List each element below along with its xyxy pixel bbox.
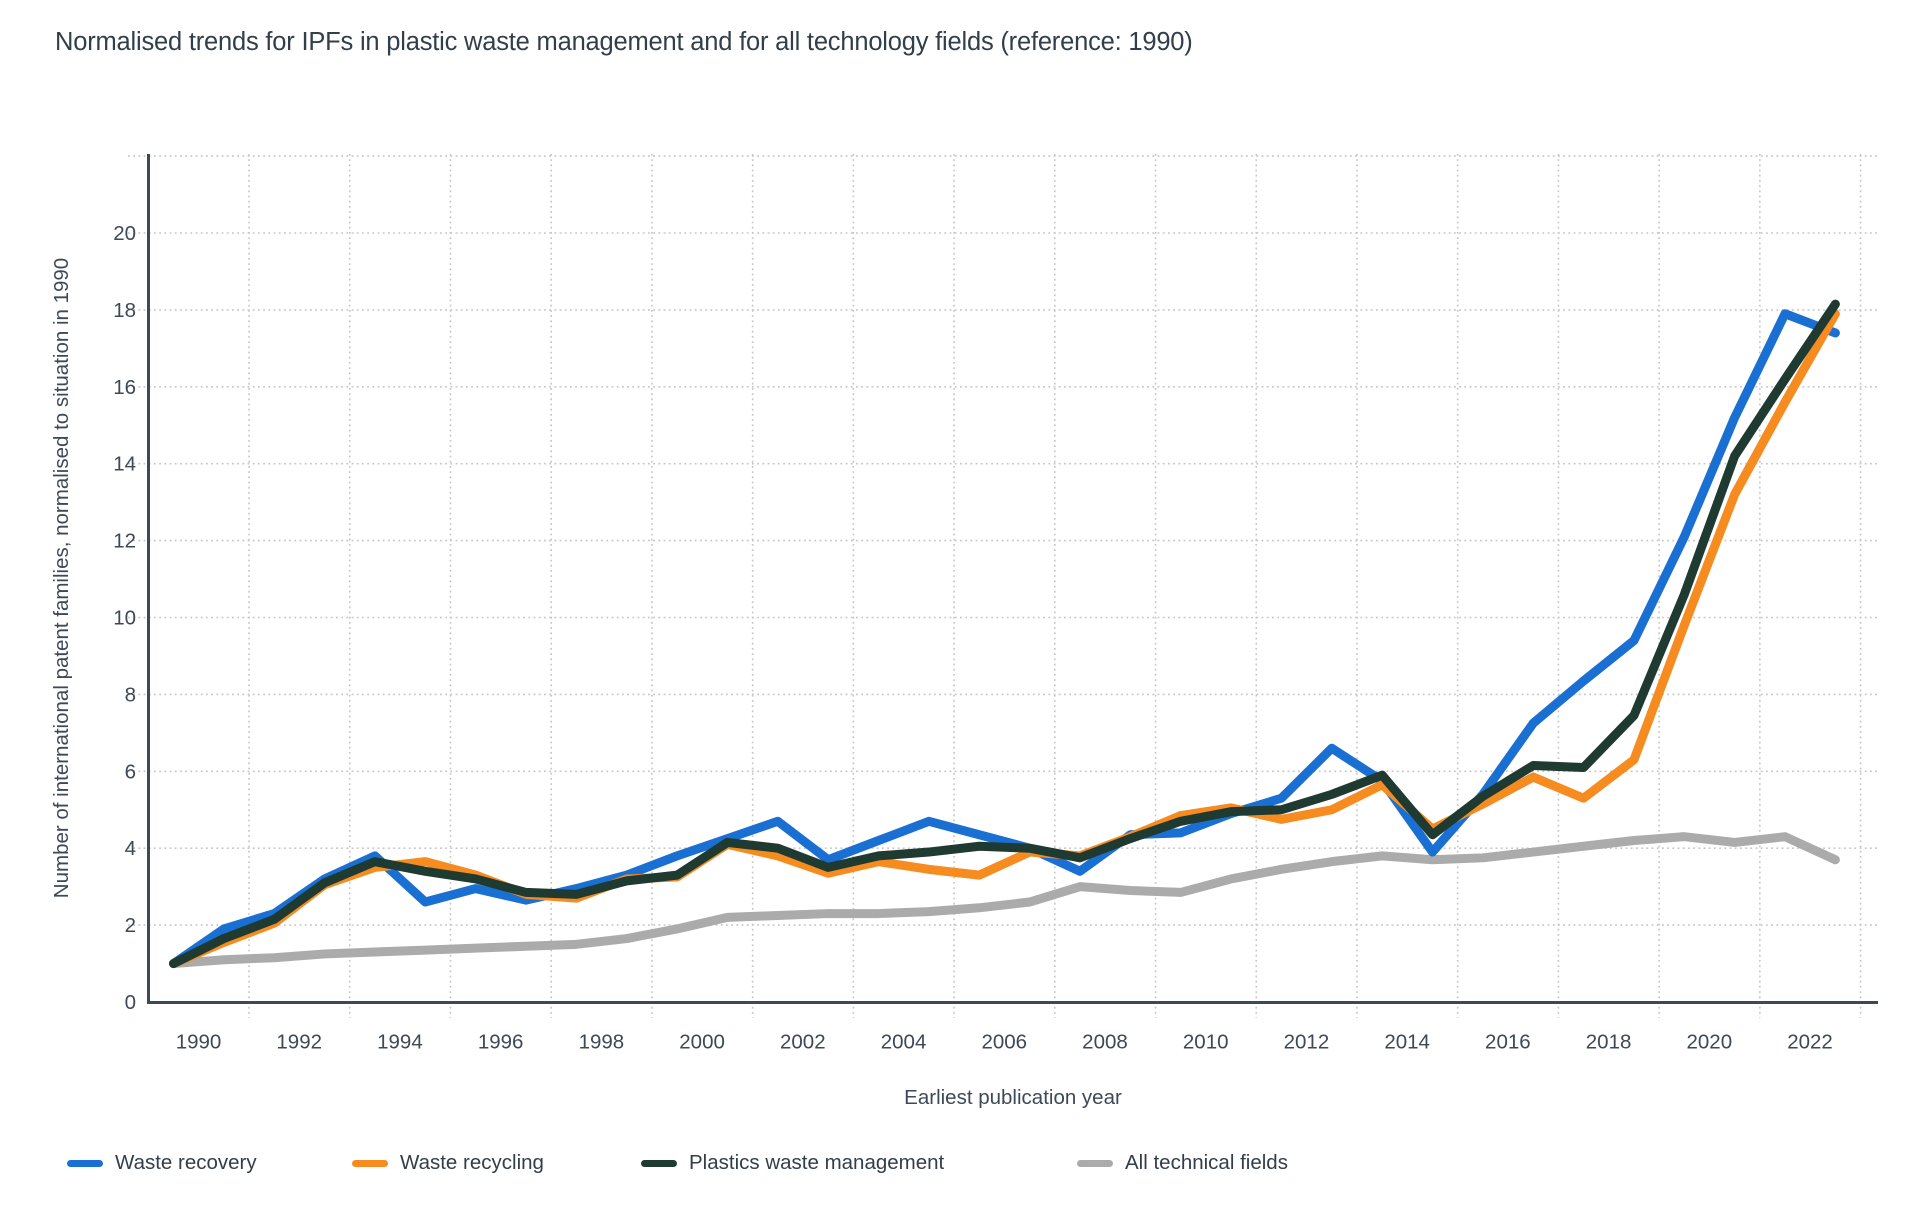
- x-tick-label-1990: 1990: [176, 1030, 222, 1053]
- x-tick-label-2008: 2008: [1082, 1030, 1128, 1053]
- y-tick-label-2: 2: [125, 914, 136, 937]
- y-tick-label-12: 12: [113, 530, 136, 553]
- x-tick-label-2004: 2004: [881, 1030, 927, 1053]
- chart-title: Normalised trends for IPFs in plastic wa…: [55, 28, 1193, 56]
- y-tick-label-14: 14: [113, 453, 136, 476]
- legend-label: All technical fields: [1125, 1151, 1288, 1174]
- x-tick-label-1994: 1994: [377, 1030, 423, 1053]
- series-line-waste-recycling: [169, 309, 1840, 969]
- x-tick-label-2016: 2016: [1485, 1030, 1531, 1053]
- x-tick-label-2002: 2002: [780, 1030, 826, 1053]
- legend-label: Waste recycling: [400, 1151, 544, 1174]
- x-tick-label-2014: 2014: [1384, 1030, 1430, 1053]
- y-tick-label-6: 6: [125, 760, 136, 783]
- y-tick-label-10: 10: [113, 607, 136, 630]
- x-tick-label-2000: 2000: [679, 1030, 725, 1053]
- legend-item-waste-recovery[interactable]: Waste recovery: [67, 1148, 257, 1178]
- y-tick-label-0: 0: [125, 991, 136, 1014]
- legend-item-all-technical-fields[interactable]: All technical fields: [1077, 1148, 1288, 1178]
- y-axis-title: Number of international patent families,…: [50, 257, 73, 899]
- series-line-plastics-waste-management: [169, 299, 1840, 969]
- series-line-all-technical-fields: [169, 832, 1840, 969]
- x-tick-label-2006: 2006: [981, 1030, 1027, 1053]
- series-line-waste-recovery: [169, 309, 1840, 969]
- legend-swatch-icon: [67, 1159, 103, 1167]
- y-tick-label-4: 4: [125, 837, 136, 860]
- x-tick-label-2018: 2018: [1586, 1030, 1632, 1053]
- x-tick-label-1992: 1992: [276, 1030, 322, 1053]
- x-axis-title: Earliest publication year: [904, 1086, 1122, 1109]
- legend-swatch-icon: [1077, 1159, 1113, 1167]
- y-tick-label-20: 20: [113, 222, 136, 245]
- x-tick-label-2022: 2022: [1787, 1030, 1833, 1053]
- legend-label: Waste recovery: [115, 1151, 257, 1174]
- legend-item-plastics-waste-management[interactable]: Plastics waste management: [641, 1148, 944, 1178]
- x-tick-label-1996: 1996: [478, 1030, 524, 1053]
- x-tick-label-2012: 2012: [1284, 1030, 1330, 1053]
- legend-swatch-icon: [641, 1159, 677, 1167]
- legend-item-waste-recycling[interactable]: Waste recycling: [352, 1148, 544, 1178]
- x-tick-label-2020: 2020: [1686, 1030, 1732, 1053]
- x-tick-label-1998: 1998: [579, 1030, 625, 1053]
- x-tick-label-2010: 2010: [1183, 1030, 1229, 1053]
- y-tick-label-16: 16: [113, 376, 136, 399]
- legend-label: Plastics waste management: [689, 1151, 945, 1174]
- legend-swatch-icon: [352, 1159, 388, 1167]
- y-tick-label-8: 8: [125, 683, 136, 706]
- y-tick-label-18: 18: [113, 299, 136, 322]
